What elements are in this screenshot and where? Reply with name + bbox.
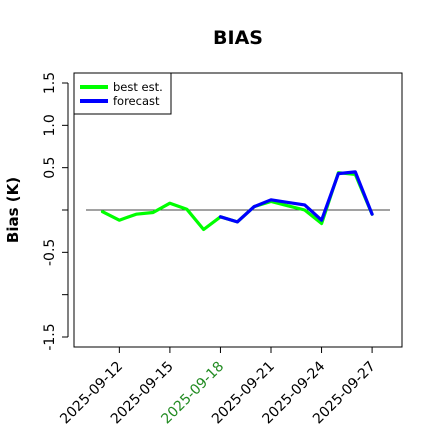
chart-title: BIAS — [213, 27, 263, 49]
y-tick-label: 0.5 — [42, 157, 58, 179]
y-axis-label: Bias (K) — [4, 177, 22, 243]
legend-label: forecast — [113, 94, 160, 108]
legend: best est.forecast — [73, 72, 172, 115]
y-tick-label: -0.5 — [42, 239, 58, 266]
legend-label: best est. — [113, 80, 163, 94]
legend-box — [73, 72, 172, 115]
y-tick-label: 1.5 — [42, 72, 58, 94]
y-tick-label: -1.5 — [42, 323, 58, 350]
y-tick-label: 1.0 — [42, 114, 58, 136]
series-line-forecast — [218, 170, 374, 224]
